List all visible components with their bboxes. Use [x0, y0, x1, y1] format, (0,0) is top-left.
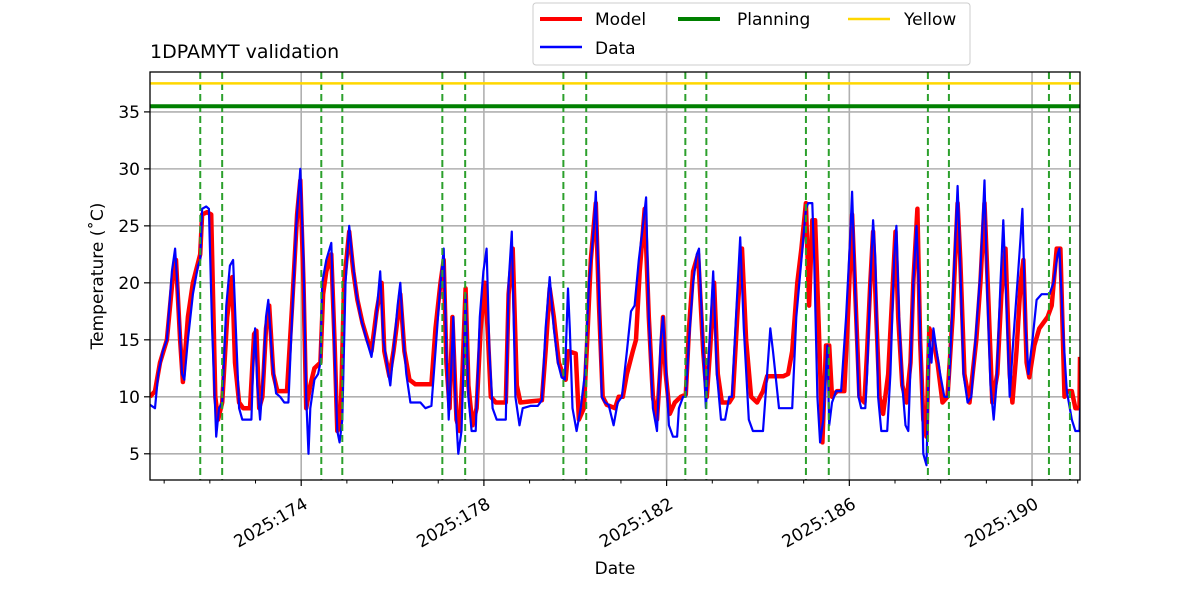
x-tick-label: 2025:190 [962, 494, 1043, 552]
y-tick-label: 20 [118, 274, 140, 294]
x-tick-label: 2025:174 [231, 494, 312, 552]
y-tick-label: 10 [118, 388, 140, 408]
x-axis-label: Date [595, 559, 636, 579]
plot-area [150, 72, 1080, 480]
series-line-data [150, 167, 1080, 467]
legend-label-model: Model [595, 10, 646, 30]
y-tick-label: 35 [118, 103, 140, 123]
y-tick-label: 15 [118, 331, 140, 351]
legend-label-planning: Planning [737, 10, 810, 30]
legend: Model Planning Yellow Data [532, 2, 971, 66]
y-tick-label: 30 [118, 160, 140, 180]
y-tick-label: 25 [118, 217, 140, 237]
x-tick-label: 2025:186 [779, 494, 860, 552]
series-line-model [150, 178, 1080, 445]
legend-label-data: Data [595, 39, 636, 59]
chart-title: 1DPAMYT validation [150, 41, 339, 63]
y-tick-label: 5 [129, 445, 140, 465]
x-tick-label: 2025:178 [414, 494, 495, 552]
plot-frame [149, 71, 1081, 481]
x-tick-label: 2025:182 [596, 494, 677, 552]
y-axis-label: Temperature (˚C) [87, 203, 108, 351]
legend-label-yellow: Yellow [903, 10, 956, 30]
